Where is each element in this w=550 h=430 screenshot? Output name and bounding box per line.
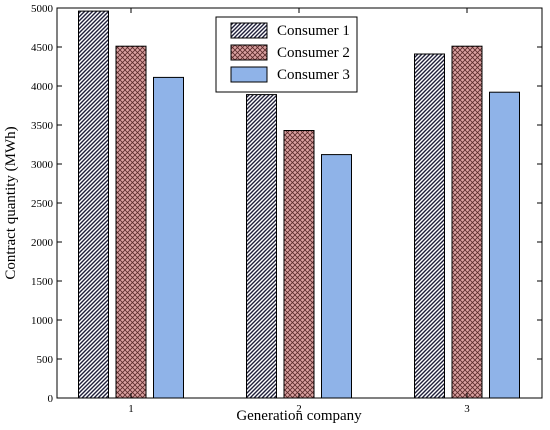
y-tick-label: 3500 [31, 120, 54, 132]
x-tick-label: 1 [128, 403, 134, 415]
y-tick-label: 4500 [31, 42, 54, 54]
y-tick-label: 5000 [31, 3, 54, 15]
bars-layer [78, 10, 520, 399]
x-axis-ticks: 1 2 3 [128, 8, 470, 415]
plot-area-frame [56, 7, 543, 399]
y-tick-label: 0 [48, 393, 54, 405]
bar-consumer-2-company-3 [451, 45, 483, 399]
y-tick-label: 3000 [31, 159, 54, 171]
legend-swatch-consumer-3 [230, 66, 268, 83]
legend-swatch-consumer-2 [230, 44, 268, 61]
y-tick-label: 2500 [31, 198, 54, 210]
bar-consumer-2-company-2 [283, 130, 315, 399]
y-tick-label: 4000 [31, 81, 54, 93]
y-tick-label: 1500 [31, 276, 54, 288]
bar-consumer-3-company-3 [489, 91, 520, 399]
bar-consumer-3-company-1 [153, 76, 184, 399]
legend-label-consumer-2: Consumer 2 [277, 45, 350, 61]
y-tick-label: 2000 [31, 237, 54, 249]
legend: Consumer 1 Consumer 2 Consumer 3 [215, 16, 358, 93]
y-axis-label: Contract quantity (MWh) [3, 126, 19, 279]
bar-consumer-1-company-2 [246, 94, 277, 399]
x-tick-label: 2 [296, 403, 302, 415]
legend-label-consumer-1: Consumer 1 [277, 23, 350, 39]
bar-consumer-1-company-1 [78, 10, 109, 399]
bar-consumer-3-company-2 [321, 154, 352, 399]
legend-label-consumer-3: Consumer 3 [277, 67, 350, 83]
bar-consumer-2-company-1 [115, 45, 147, 399]
legend-swatch-consumer-1 [230, 22, 268, 39]
x-axis-label: Generation company [236, 408, 362, 424]
x-tick-label: 3 [464, 403, 470, 415]
bar-consumer-1-company-3 [414, 53, 445, 399]
y-tick-label: 1000 [31, 315, 54, 327]
y-tick-label: 500 [37, 354, 54, 366]
